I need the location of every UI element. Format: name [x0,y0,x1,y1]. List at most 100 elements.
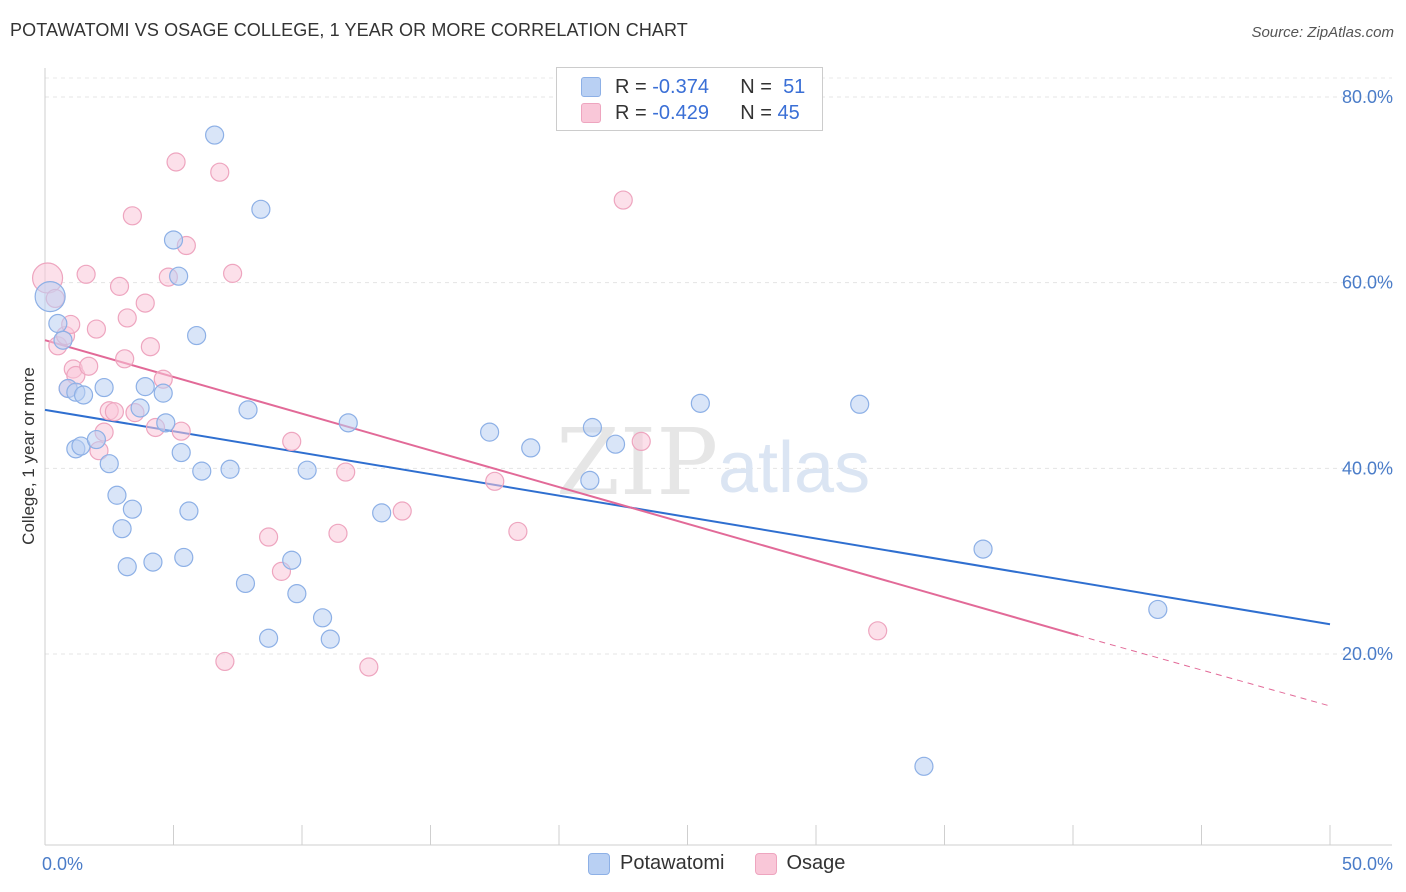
legend-row-potawatomi: R = -0.374 N = 51 [581,75,805,99]
point-potawatomi [480,422,500,442]
point-potawatomi [187,325,207,346]
point-potawatomi [582,417,603,438]
point-osage [79,356,99,376]
legend-r-value: -0.374 [652,75,709,98]
point-osage [122,206,142,226]
y-tick-label: 40.0% [1342,458,1393,478]
watermark-atlas: atlas [718,428,870,508]
point-potawatomi [1148,599,1168,620]
chart-title: POTAWATOMI VS OSAGE COLLEGE, 1 YEAR OR M… [10,20,688,40]
point-osage [109,276,130,296]
point-potawatomi [372,503,392,523]
series-label-potawatomi: Potawatomi [620,852,725,874]
legend-n-value: 45 [777,101,800,124]
point-osage [76,264,96,284]
point-potawatomi [580,470,600,491]
point-osage [166,152,186,172]
point-potawatomi [282,550,302,570]
point-potawatomi [48,313,68,334]
point-potawatomi [171,442,191,463]
point-potawatomi [86,429,107,450]
point-potawatomi [169,266,189,286]
legend-swatch-potawatomi [581,77,601,97]
series-swatch-potawatomi [588,852,610,875]
point-potawatomi [99,454,119,474]
point-potawatomi [174,547,194,568]
point-osage [868,621,888,641]
point-potawatomi [135,377,155,397]
point-osage [140,337,160,357]
point-osage [86,319,107,339]
point-potawatomi [973,539,993,559]
point-potawatomi [34,280,66,313]
point-potawatomi [338,413,358,433]
point-potawatomi [179,501,199,521]
point-potawatomi [73,385,94,405]
axes [44,68,1392,846]
point-potawatomi [156,413,176,433]
point-potawatomi [320,629,340,649]
point-potawatomi [143,552,163,572]
point-osage [485,471,505,491]
grid-lines [45,77,1392,655]
trend-lines [44,339,1331,707]
point-osage [613,190,633,210]
legend-n-value: 51 [783,75,806,98]
point-osage [115,349,135,369]
point-potawatomi [192,461,212,481]
legend-n-label: N = [740,75,772,98]
legend-n-label: N = [740,101,772,124]
point-potawatomi [914,756,934,776]
point-potawatomi [850,394,870,414]
data-points [31,125,1168,776]
point-osage [631,431,651,452]
point-potawatomi [297,460,317,480]
point-osage [104,402,124,422]
y-tick-label: 60.0% [1342,273,1393,293]
point-osage [135,293,155,313]
point-osage [282,431,302,452]
series-legend-potawatomi: Potawatomi [588,852,725,875]
x-tick-label: 50.0% [1342,854,1393,874]
tick-labels: 20.0% 40.0% 60.0% 80.0% 0.0% 50.0% [42,87,1393,874]
legend-r-label: R = [615,101,647,124]
series-label-osage: Osage [786,852,846,874]
legend-swatch-osage [581,103,601,123]
trend-line-osage [44,339,1079,637]
legend-r-value: -0.429 [652,101,709,124]
point-osage [328,523,348,543]
point-osage [117,308,137,328]
series-legend: Potawatomi Osage [588,852,875,875]
point-osage [171,421,191,441]
trend-line-osage-extension [1078,634,1331,707]
point-potawatomi [251,199,271,219]
y-axis-label: College, 1 year or more [19,367,38,545]
point-potawatomi [521,438,541,458]
source-credit: Source: ZipAtlas.com [1251,24,1394,41]
point-osage [210,162,230,182]
point-potawatomi [312,608,333,628]
point-potawatomi [238,400,258,420]
point-potawatomi [235,573,256,594]
x-tick-label: 0.0% [42,854,83,874]
y-tick-label: 80.0% [1342,87,1393,107]
point-potawatomi [153,383,173,403]
point-potawatomi [287,584,307,604]
point-osage [336,462,356,482]
point-potawatomi [53,330,73,350]
series-legend-osage: Osage [754,852,846,875]
point-potawatomi [163,230,184,250]
trend-line-potawatomi [44,408,1331,626]
series-swatch-osage [754,852,777,875]
point-osage [359,657,379,677]
point-osage [223,263,243,283]
point-potawatomi [205,125,225,145]
point-potawatomi [94,377,114,398]
legend-row-osage: R = -0.429 N = 45 [581,101,800,125]
point-potawatomi [117,557,137,577]
legend-r-label: R = [615,75,647,98]
point-potawatomi [690,393,710,413]
point-potawatomi [258,628,279,648]
correlation-legend: R = -0.374 N = 51 R = -0.429 N = 45 [556,67,823,131]
